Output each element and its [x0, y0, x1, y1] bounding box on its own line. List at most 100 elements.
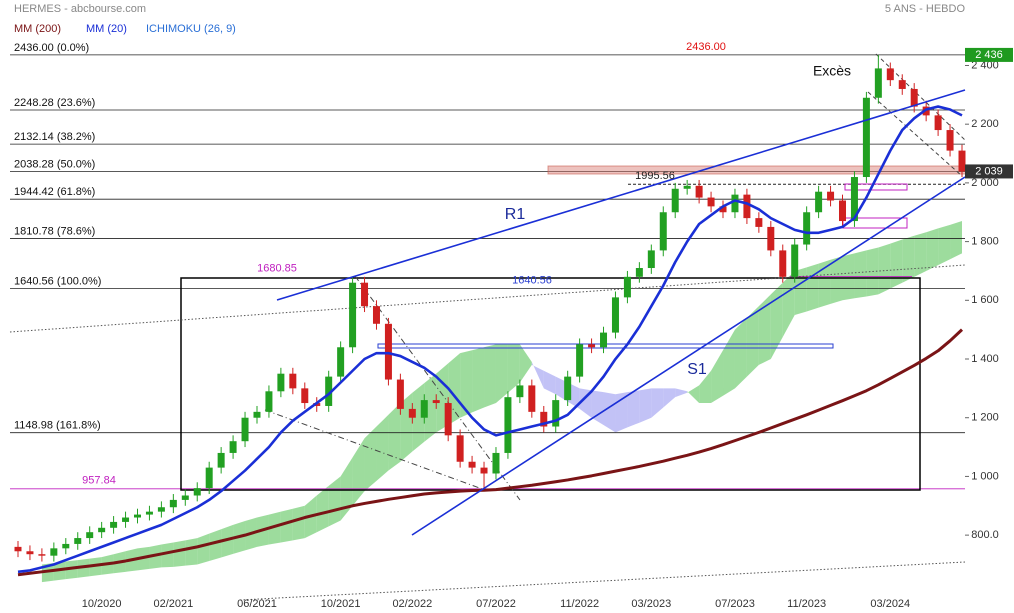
wedge-line — [875, 53, 966, 141]
x-tick-label: 11/2023 — [787, 598, 826, 610]
candle-body — [38, 554, 46, 556]
candle-body — [659, 212, 667, 251]
x-tick-label: 07/2023 — [715, 598, 755, 610]
candle-body — [647, 250, 655, 269]
cloud-segment — [914, 232, 927, 277]
candles-layer — [14, 54, 966, 562]
cloud-segment — [663, 388, 676, 408]
price-label: 2436.00 — [686, 41, 726, 53]
chart-subtitle: 5 ANS - HEBDO — [885, 3, 966, 15]
cloud-segment — [531, 361, 544, 389]
candle-body — [50, 548, 58, 556]
candle-body — [874, 68, 882, 98]
y-tick-label: 800.0 — [971, 529, 999, 541]
legend-entry: ICHIMOKU (26, 9) — [146, 23, 236, 35]
x-tick-label: 02/2022 — [392, 598, 432, 610]
trendline-s1 — [411, 176, 966, 536]
candle-body — [755, 218, 763, 227]
cloud-segment — [173, 540, 186, 567]
cloud-segment — [316, 485, 329, 533]
price-label: 957.84 — [82, 475, 116, 487]
candle-body — [229, 441, 237, 453]
candle-body — [277, 373, 285, 392]
cloud-segment — [352, 438, 365, 506]
cloud-segment — [687, 385, 700, 404]
ma-line — [17, 105, 963, 574]
range-box — [180, 277, 921, 491]
candle-body — [408, 408, 416, 418]
candle-body — [827, 191, 835, 201]
legend-entry: MM (20) — [86, 23, 127, 35]
cloud-segment — [268, 511, 281, 545]
cloud-segment — [926, 228, 939, 271]
candle-body — [14, 546, 22, 552]
candle-body — [26, 551, 34, 555]
fib-label: 1944.42 (61.8%) — [14, 186, 95, 198]
cloud-segment — [376, 414, 389, 481]
candle-body — [157, 507, 165, 512]
candle-body — [205, 467, 213, 489]
cloud-segment — [794, 267, 807, 315]
cloud-segment — [603, 392, 616, 433]
cloud-segment — [675, 388, 688, 398]
candle-body — [372, 306, 380, 324]
cloud-segment — [519, 344, 532, 383]
candle-body — [181, 495, 189, 500]
fib-label: 1810.78 (78.6%) — [14, 225, 95, 237]
price-box-label: 2 436 — [975, 49, 1003, 61]
candle-body — [540, 411, 548, 427]
candle-body — [384, 323, 392, 380]
candle-body — [301, 388, 309, 404]
cloud-segment — [484, 344, 496, 408]
candle-body — [623, 276, 631, 298]
cloud-segment — [507, 344, 520, 393]
candle-body — [145, 511, 153, 515]
cloud-segment — [866, 247, 879, 297]
x-tick-label: 02/2021 — [153, 598, 193, 610]
candle-body — [480, 467, 488, 474]
candle-body — [193, 488, 201, 496]
cloud-segment — [185, 538, 198, 566]
cloud-segment — [699, 370, 712, 404]
candle-body — [695, 185, 703, 198]
candle-body — [420, 400, 428, 418]
annotation: R1 — [505, 206, 526, 223]
candle-body — [767, 226, 775, 251]
y-tick-label: 2 400 — [971, 59, 999, 71]
cloud-segment — [472, 347, 485, 413]
cloud-segment — [902, 235, 915, 283]
candle-body — [361, 282, 369, 307]
price-box — [965, 47, 1013, 62]
candle-body — [504, 397, 512, 453]
cloud-segment — [149, 544, 162, 569]
wedge-line — [264, 409, 486, 491]
cloud-segment — [818, 259, 831, 308]
trendlines — [276, 89, 966, 536]
y-tick-label: 2 000 — [971, 177, 999, 189]
price-label: 1995.56 — [635, 170, 675, 182]
fib-label: 2132.14 (38.2%) — [14, 131, 95, 143]
labels-layer: 800.0 1 000 1 200 1 400 1 600 1 800 2 000 2 200… — [14, 41, 1013, 610]
cloud-segment — [639, 388, 652, 423]
candle-body — [253, 411, 261, 418]
trendline-r1 — [276, 89, 966, 301]
candle-body — [98, 527, 106, 533]
candle-body — [600, 332, 608, 348]
candle-body — [683, 185, 691, 189]
candle-body — [265, 391, 273, 412]
candle-body — [169, 499, 177, 508]
resistance-zone — [547, 165, 967, 175]
candle-body — [719, 206, 727, 213]
cloud-segment — [424, 373, 437, 442]
cloud-segment — [388, 403, 401, 471]
cloud-segment — [938, 224, 951, 266]
cloud-segment — [292, 505, 305, 541]
candle-body — [815, 191, 823, 213]
candle-body — [803, 212, 811, 245]
candle-body — [468, 461, 476, 468]
cloud-segment — [543, 370, 556, 395]
y-tick-label: 1 600 — [971, 294, 999, 306]
candle-body — [432, 400, 440, 404]
candle-body — [576, 344, 584, 377]
candle-body — [492, 452, 500, 474]
